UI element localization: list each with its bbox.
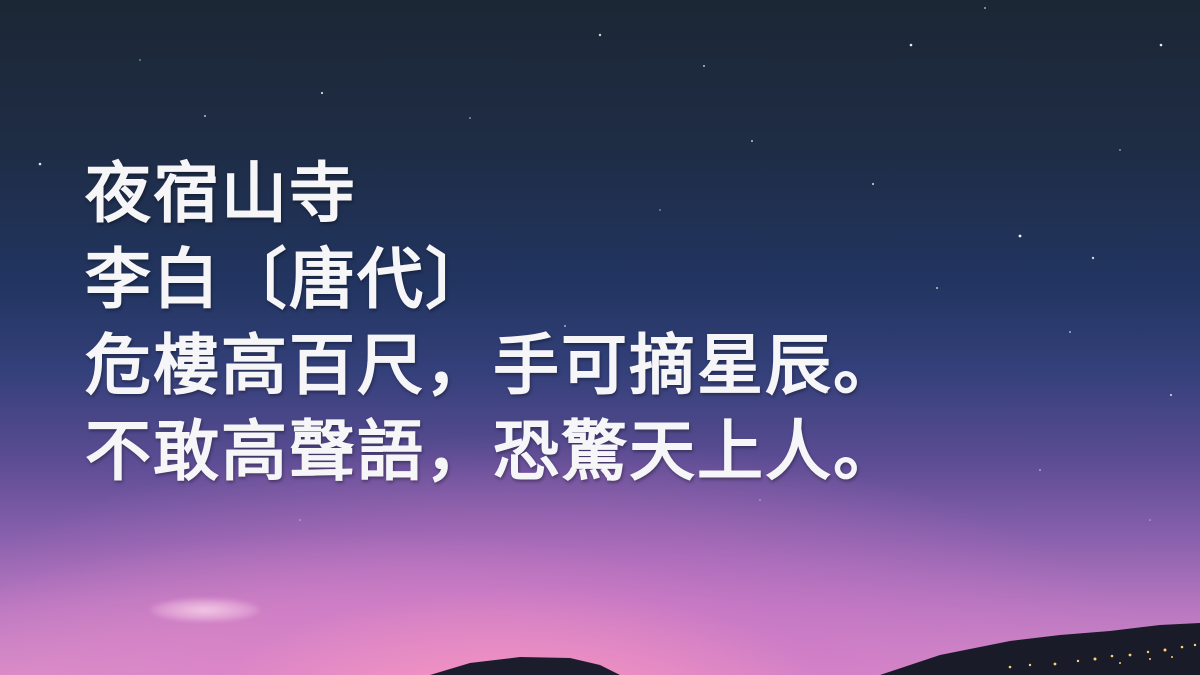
poem-verse-2: 不敢高聲語，恐驚天上人。 xyxy=(85,412,901,490)
mountain-silhouette xyxy=(430,623,1200,675)
poem-author: 李白〔唐代〕 xyxy=(85,240,493,318)
cloud xyxy=(150,598,260,622)
poem-verse-1: 危樓高百尺，手可摘星辰。 xyxy=(85,326,901,404)
poem-text-block: 夜宿山寺 李白〔唐代〕 危樓高百尺，手可摘星辰。 不敢高聲語，恐驚天上人。 xyxy=(85,150,901,494)
town-lights xyxy=(1008,643,1197,669)
poem-title: 夜宿山寺 xyxy=(85,154,357,232)
